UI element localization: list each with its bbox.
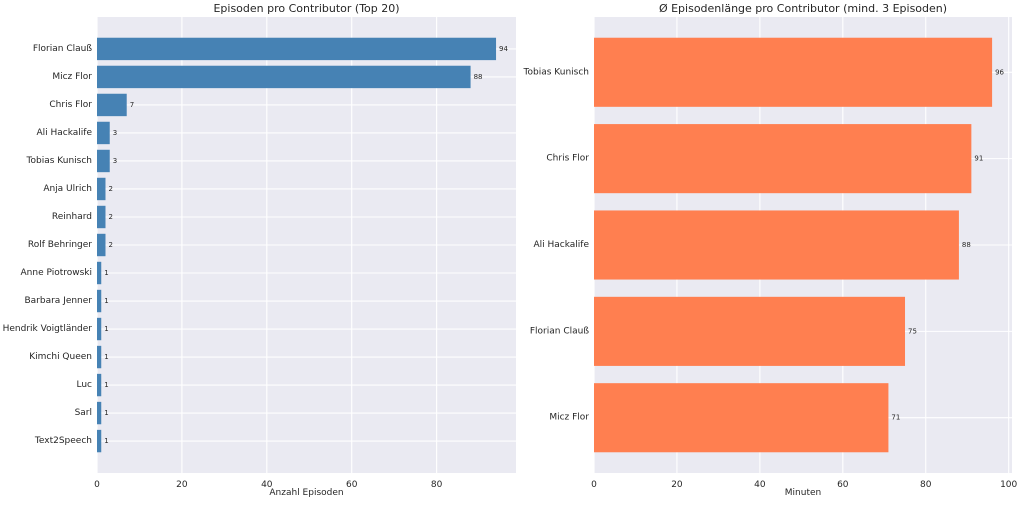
bar-value-label: 1: [104, 269, 108, 277]
bar: [97, 289, 102, 313]
x-axis-label-episodes: Anzahl Episoden: [269, 488, 344, 498]
category-label: Florian Clauß: [33, 44, 92, 54]
bar-value-label: 7: [130, 101, 134, 109]
bar: [97, 149, 110, 173]
bar-value-label: 94: [499, 45, 508, 53]
bar-value-label: 1: [104, 325, 108, 333]
x-tick-label: 40: [261, 480, 273, 490]
category-label: Sarl: [75, 408, 92, 418]
chart-title-episodes: Episoden pro Contributor (Top 20): [213, 2, 400, 15]
category-label: Reinhard: [52, 212, 92, 222]
bar-value-label: 75: [908, 327, 917, 335]
bar-value-label: 2: [108, 185, 112, 193]
x-tick-label: 0: [591, 480, 597, 490]
bar: [97, 37, 497, 61]
category-label: Barbara Jenner: [24, 296, 92, 306]
x-tick-label: 20: [671, 480, 683, 490]
bar-value-label: 3: [113, 129, 117, 137]
bar: [594, 383, 889, 453]
bar: [97, 317, 102, 341]
bar-value-label: 91: [974, 155, 983, 163]
bar: [97, 261, 102, 285]
bar-value-label: 1: [104, 437, 108, 445]
category-label: Florian Clauß: [530, 326, 589, 336]
bar: [97, 233, 106, 257]
bar: [97, 401, 102, 425]
bar: [97, 205, 106, 229]
category-label: Anja Ulrich: [43, 184, 92, 194]
x-tick-label: 20: [176, 480, 188, 490]
x-tick-label: 100: [1000, 480, 1017, 490]
category-label: Micz Flor: [52, 72, 92, 82]
category-label: Chris Flor: [546, 154, 589, 164]
bar-value-label: 1: [104, 409, 108, 417]
category-label: Ali Hackalife: [36, 128, 92, 138]
category-label: Hendrik Voigtländer: [3, 324, 93, 334]
bar: [97, 93, 127, 117]
x-tick-label: 80: [431, 480, 443, 490]
chart-title-avg-length: Ø Episodenlänge pro Contributor (mind. 3…: [658, 2, 948, 15]
category-label: Micz Flor: [549, 413, 589, 423]
bar: [97, 177, 106, 201]
x-tick-label: 60: [346, 480, 358, 490]
category-label: Tobias Kunisch: [523, 67, 589, 77]
bar-value-label: 96: [995, 68, 1004, 76]
bar: [97, 345, 102, 369]
category-label: Anne Piotrowski: [21, 268, 93, 278]
x-tick-label: 60: [837, 480, 849, 490]
bar-value-label: 88: [474, 73, 483, 81]
bar: [594, 210, 959, 280]
x-axis-label-minutes: Minuten: [784, 488, 822, 498]
bar: [594, 37, 993, 107]
bar: [594, 124, 972, 194]
bar-value-label: 71: [891, 414, 900, 422]
category-label: Ali Hackalife: [533, 240, 589, 250]
bar-value-label: 1: [104, 297, 108, 305]
bar-value-label: 2: [108, 213, 112, 221]
bar-value-label: 3: [113, 157, 117, 165]
bar: [594, 296, 906, 366]
category-label: Tobias Kunisch: [26, 156, 92, 166]
bar-value-label: 1: [104, 353, 108, 361]
bar-value-label: 2: [108, 241, 112, 249]
x-tick-label: 40: [754, 480, 766, 490]
category-label: Text2Speech: [34, 436, 92, 446]
category-label: Chris Flor: [49, 100, 92, 110]
category-label: Luc: [76, 380, 92, 390]
bar: [97, 65, 471, 89]
category-label: Rolf Behringer: [28, 240, 92, 250]
bar: [97, 121, 110, 145]
category-label: Kimchi Queen: [29, 352, 92, 362]
x-tick-label: 80: [920, 480, 932, 490]
bar: [97, 429, 102, 453]
x-tick-label: 0: [94, 480, 100, 490]
bar-value-label: 88: [962, 241, 971, 249]
bar-value-label: 1: [104, 381, 108, 389]
bar: [97, 373, 102, 397]
